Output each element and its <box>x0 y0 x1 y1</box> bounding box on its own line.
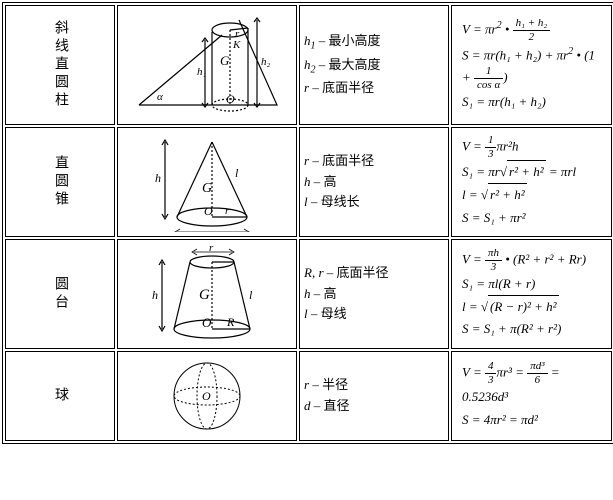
cone-diagram: h r l G O <box>137 132 277 232</box>
table-row: 球 O r – 半径 d – 直径 V = 43πr³ = πd³6 = 0.5… <box>5 351 612 441</box>
params-cell: r – 底面半径 h – 高 l – 母线长 <box>299 127 449 237</box>
svg-text:r: r <box>225 205 230 217</box>
oblique-cylinder-diagram: α h₁ h₂ G O r K <box>127 10 287 120</box>
svg-text:l: l <box>249 288 253 302</box>
formulas-cell: V = πh3 • (R² + r² + Rr) S₁ = πl(R + r) … <box>451 239 612 349</box>
svg-text:r: r <box>209 244 214 254</box>
svg-text:h: h <box>155 171 161 185</box>
svg-text:h₂: h₂ <box>261 56 271 68</box>
table-row: 圆台 h r R l G O R, r – 底面半径 h – 高 l – 母线 … <box>5 239 612 349</box>
diagram-cell: h r l G O <box>117 127 297 237</box>
params-cell: r – 半径 d – 直径 <box>299 351 449 441</box>
svg-text:K: K <box>232 39 241 51</box>
svg-text:O: O <box>202 389 211 403</box>
params-cell: h1 – 最小高度 h2 – 最大高度 r – 底面半径 <box>299 5 449 125</box>
svg-text:G: G <box>199 287 210 303</box>
shape-name: 球 <box>5 351 115 441</box>
diagram-cell: O <box>117 351 297 441</box>
svg-text:G: G <box>220 53 230 68</box>
svg-text:h₁: h₁ <box>197 66 207 78</box>
shape-name: 直圆锥 <box>5 127 115 237</box>
svg-text:G: G <box>202 181 212 196</box>
geometry-formula-table: 斜线直圆柱 α h₁ h₂ G O r K h1 – 最小高度 h2 – 最大高… <box>2 2 613 444</box>
shape-name: 圆台 <box>5 239 115 349</box>
svg-text:l: l <box>235 166 239 180</box>
svg-text:O: O <box>226 92 235 106</box>
svg-text:O: O <box>204 204 213 218</box>
params-cell: R, r – 底面半径 h – 高 l – 母线 <box>299 239 449 349</box>
diagram-cell: α h₁ h₂ G O r K <box>117 5 297 125</box>
formulas-cell: V = 43πr³ = πd³6 = 0.5236d³ S = 4πr² = π… <box>451 351 612 441</box>
svg-text:R: R <box>226 315 235 329</box>
sphere-diagram: O <box>152 356 262 436</box>
diagram-cell: h r R l G O <box>117 239 297 349</box>
formulas-cell: V = 13πr²h S₁ = πrr² + h² = πrl l = r² +… <box>451 127 612 237</box>
shape-name: 斜线直圆柱 <box>5 5 115 125</box>
svg-text:h: h <box>152 288 158 302</box>
table-row: 直圆锥 h r l G O r – 底面半径 h – 高 l – 母线长 V =… <box>5 127 612 237</box>
svg-text:α: α <box>157 91 163 103</box>
table-row: 斜线直圆柱 α h₁ h₂ G O r K h1 – 最小高度 h2 – 最大高… <box>5 5 612 125</box>
svg-text:O: O <box>202 315 212 330</box>
formulas-cell: V = πr2 • h₁ + h₂2 S = πr(h₁ + h₂) + πr2… <box>451 5 612 125</box>
frustum-diagram: h r R l G O <box>132 244 282 344</box>
